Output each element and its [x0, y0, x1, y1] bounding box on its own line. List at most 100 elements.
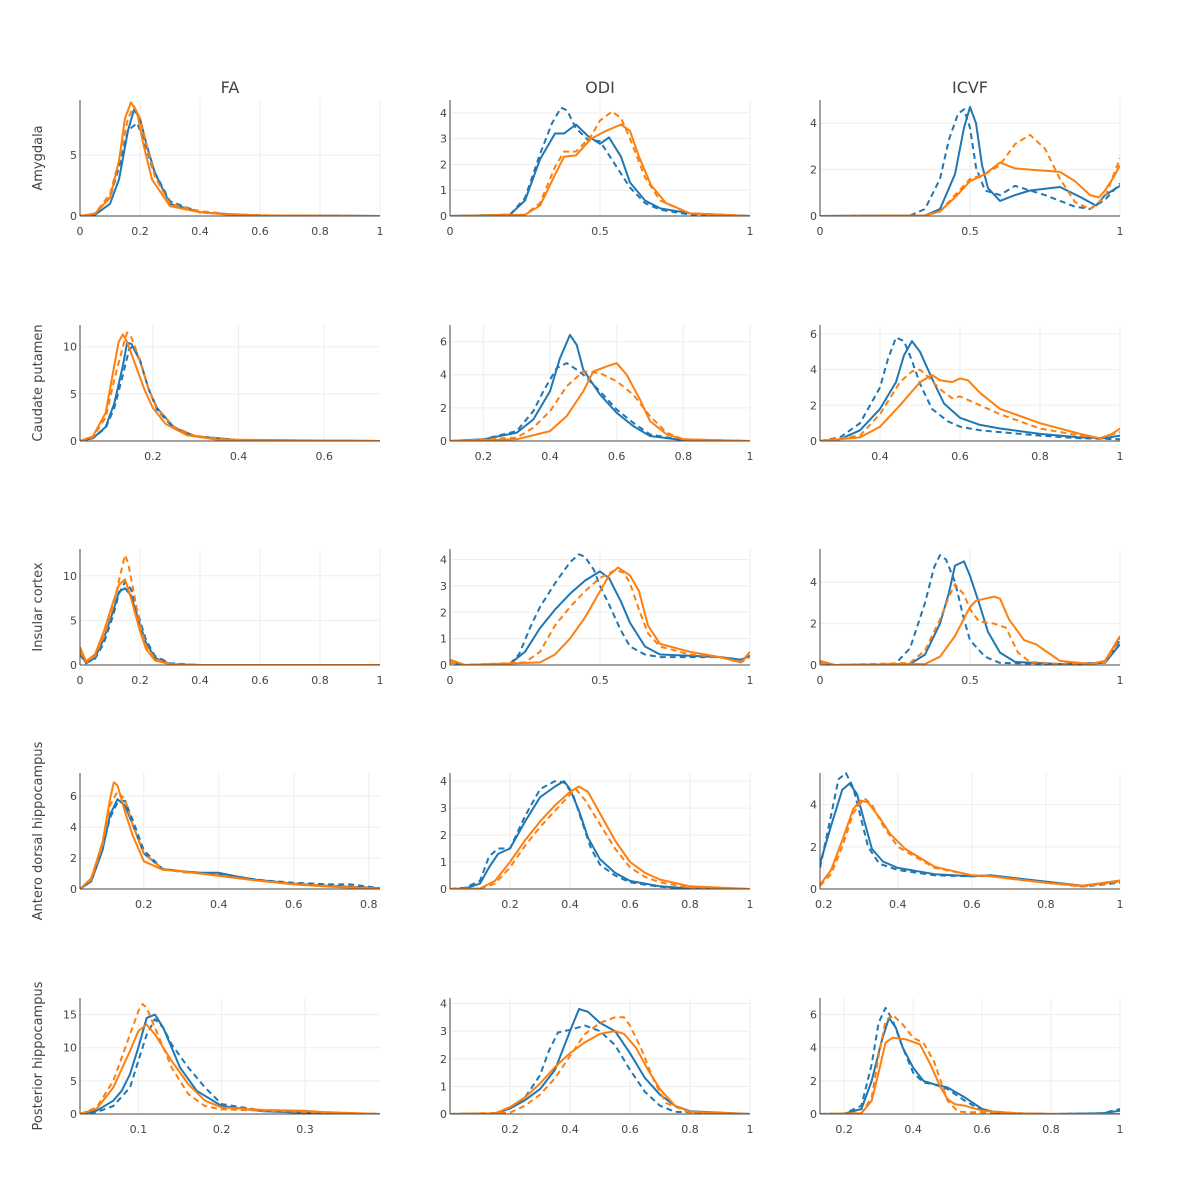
x-tick-label: 1 — [1117, 450, 1124, 463]
x-tick-label: 0.4 — [871, 450, 889, 463]
y-tick-label: 4 — [440, 107, 447, 120]
y-tick-label: 2 — [440, 1053, 447, 1066]
panel-2-1: 0 0.5 1 0 1 2 3 4 — [440, 549, 754, 687]
x-tick-label: 0.5 — [591, 674, 609, 687]
panel-0-0: 0 0.2 0.4 0.6 0.8 1 0 5 — [70, 100, 384, 238]
y-tick-label: 4 — [810, 576, 817, 589]
panel-0-2: 0 0.5 1 0 2 4 — [810, 100, 1124, 238]
y-tick-label: 4 — [810, 364, 817, 377]
x-tick-label: 0.4 — [541, 450, 559, 463]
x-tick-label: 0.6 — [608, 450, 626, 463]
y-tick-label: 5 — [70, 614, 77, 627]
y-tick-label: 6 — [810, 328, 817, 341]
series-line-blue-solid — [450, 1008, 750, 1114]
x-tick-label: 0.6 — [316, 450, 334, 463]
series-line-orange-dashed — [820, 1013, 1120, 1114]
y-tick-label: 6 — [440, 336, 447, 349]
x-tick-label: 0 — [77, 674, 84, 687]
y-tick-label: 0 — [440, 435, 447, 448]
x-tick-label: 0.2 — [213, 1123, 231, 1136]
x-tick-label: 0.2 — [475, 450, 493, 463]
x-tick-label: 0.8 — [681, 1123, 699, 1136]
y-tick-label: 10 — [63, 570, 77, 583]
x-tick-label: 1 — [747, 674, 754, 687]
y-tick-label: 4 — [440, 554, 447, 567]
series-line-orange-solid — [80, 1023, 380, 1114]
panel-1-1: 0.2 0.4 0.6 0.8 1 0 2 4 6 — [440, 325, 754, 463]
y-tick-label: 4 — [440, 369, 447, 382]
series-line-orange-dashed — [820, 797, 1120, 888]
y-tick-label: 4 — [810, 799, 817, 812]
x-tick-label: 0.4 — [561, 898, 579, 911]
y-tick-label: 2 — [810, 399, 817, 412]
series-line-orange-dashed — [820, 368, 1120, 441]
series-line-orange-dashed — [80, 790, 380, 889]
y-tick-label: 0 — [70, 435, 77, 448]
y-tick-label: 0 — [810, 210, 817, 223]
series-line-blue-solid — [80, 587, 380, 665]
y-tick-label: 3 — [440, 1025, 447, 1038]
x-tick-label: 0 — [447, 674, 454, 687]
series-line-orange-solid — [450, 566, 750, 665]
y-tick-label: 2 — [810, 1075, 817, 1088]
series-line-orange-dashed — [80, 554, 380, 665]
x-tick-label: 0.2 — [815, 898, 833, 911]
x-tick-label: 0.6 — [621, 1123, 639, 1136]
series-line-blue-solid — [450, 123, 750, 216]
y-tick-label: 4 — [810, 1042, 817, 1055]
series-line-orange-solid — [80, 781, 380, 889]
x-tick-label: 0.2 — [501, 898, 519, 911]
x-tick-label: 0.2 — [131, 225, 149, 238]
row-label-posterior-hippocampus: Posterior hippocampus — [31, 981, 46, 1130]
series-line-orange-dashed — [450, 788, 750, 889]
y-tick-label: 10 — [63, 341, 77, 354]
y-tick-label: 2 — [70, 852, 77, 865]
series-line-blue-solid — [820, 340, 1120, 441]
x-tick-label: 0 — [77, 225, 84, 238]
series-line-blue-dashed — [450, 362, 750, 441]
series-line-orange-dashed — [820, 133, 1120, 216]
y-tick-label: 2 — [810, 841, 817, 854]
y-tick-label: 5 — [70, 149, 77, 162]
series-line-orange-solid — [820, 374, 1120, 441]
y-tick-label: 2 — [440, 158, 447, 171]
series-line-blue-dashed — [820, 554, 1120, 665]
y-tick-label: 10 — [63, 1042, 77, 1055]
y-tick-label: 2 — [810, 618, 817, 631]
series-line-blue-dashed — [820, 772, 1120, 888]
y-tick-label: 0 — [70, 883, 77, 896]
x-tick-label: 1 — [747, 1123, 754, 1136]
y-tick-label: 4 — [810, 117, 817, 130]
y-tick-label: 2 — [440, 606, 447, 619]
y-tick-label: 1 — [440, 1080, 447, 1093]
y-tick-label: 0 — [440, 883, 447, 896]
panel-3-0: 0.2 0.4 0.6 0.8 0 2 4 6 — [70, 773, 380, 911]
x-tick-label: 1 — [377, 225, 384, 238]
series-line-orange-solid — [820, 1036, 1120, 1114]
x-tick-label: 0.8 — [675, 450, 693, 463]
series-line-blue-solid — [820, 782, 1120, 887]
series-line-orange-dashed — [80, 331, 380, 441]
x-tick-label: 0.3 — [296, 1123, 314, 1136]
x-tick-label: 1 — [747, 225, 754, 238]
panel-3-1: 0.2 0.4 0.6 0.8 1 0 1 2 3 4 — [440, 773, 754, 911]
y-tick-label: 0 — [810, 1108, 817, 1121]
y-tick-label: 0 — [810, 883, 817, 896]
x-tick-label: 0.8 — [360, 898, 378, 911]
row-label-insular-cortex: Insular cortex — [31, 562, 46, 651]
x-tick-label: 1 — [377, 674, 384, 687]
series-line-blue-dashed — [450, 553, 750, 665]
x-tick-label: 0.4 — [889, 898, 907, 911]
x-tick-label: 0.6 — [973, 1123, 991, 1136]
series-line-orange-dashed — [80, 105, 380, 216]
series-line-orange-solid — [80, 333, 380, 441]
x-tick-label: 0.6 — [251, 225, 269, 238]
y-tick-label: 2 — [440, 829, 447, 842]
x-tick-label: 0.8 — [1042, 1123, 1060, 1136]
row-label-antero-dorsal-hippocampus: Antero dorsal hippocampus — [31, 741, 46, 920]
y-tick-label: 0 — [810, 659, 817, 672]
x-tick-label: 1 — [1117, 674, 1124, 687]
x-tick-label: 0.6 — [285, 898, 303, 911]
series-line-blue-dashed — [450, 106, 750, 216]
